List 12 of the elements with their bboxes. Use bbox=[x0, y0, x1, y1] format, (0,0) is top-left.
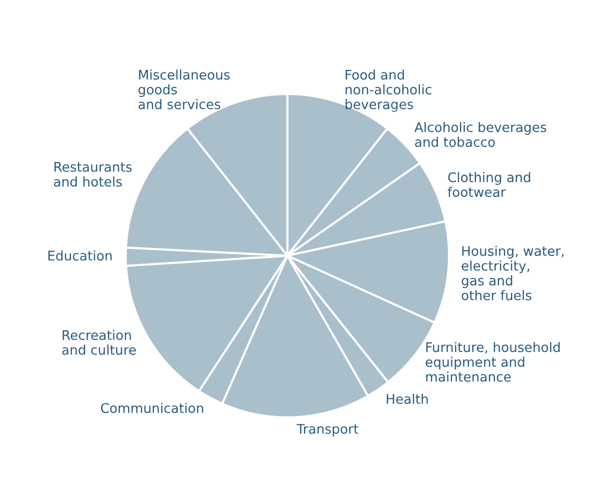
slice-label: Alcoholic beverages and tobacco bbox=[414, 122, 546, 147]
slice-label: Restaurants and hotels bbox=[54, 162, 132, 187]
slice-label: Housing, water, electricity, gas and other fuels bbox=[462, 246, 564, 300]
slice-label: Furniture, household equipment and maintenance bbox=[426, 342, 560, 382]
slice-label: Education bbox=[48, 250, 112, 261]
slice-label: Clothing and footwear bbox=[448, 172, 530, 198]
slice-label: Transport bbox=[296, 424, 358, 436]
slice-label: Food and non-alcoholic beverages bbox=[346, 69, 432, 112]
slice-label: Miscellaneous goods and services bbox=[138, 69, 230, 110]
slice-label: Health bbox=[386, 394, 428, 404]
slice-label: Recreation and culture bbox=[62, 330, 136, 355]
slice-label: Communication bbox=[100, 402, 204, 414]
